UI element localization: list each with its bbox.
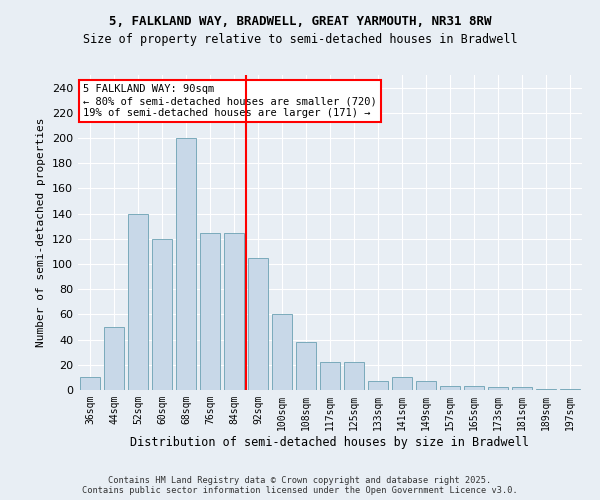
Bar	[248, 258, 268, 390]
Text: Contains HM Land Registry data © Crown copyright and database right 2025.
Contai: Contains HM Land Registry data © Crown c…	[82, 476, 518, 495]
Bar	[80, 378, 100, 390]
Bar	[344, 362, 364, 390]
Bar	[128, 214, 148, 390]
Bar	[200, 232, 220, 390]
Bar	[536, 388, 556, 390]
Bar	[440, 386, 460, 390]
Bar	[512, 388, 532, 390]
Bar	[320, 362, 340, 390]
Bar	[392, 378, 412, 390]
Y-axis label: Number of semi-detached properties: Number of semi-detached properties	[37, 118, 46, 347]
Bar	[272, 314, 292, 390]
Bar	[488, 388, 508, 390]
Text: 5, FALKLAND WAY, BRADWELL, GREAT YARMOUTH, NR31 8RW: 5, FALKLAND WAY, BRADWELL, GREAT YARMOUT…	[109, 15, 491, 28]
Bar	[464, 386, 484, 390]
Bar	[560, 388, 580, 390]
Bar	[368, 381, 388, 390]
Bar	[224, 232, 244, 390]
Text: 5 FALKLAND WAY: 90sqm
← 80% of semi-detached houses are smaller (720)
19% of sem: 5 FALKLAND WAY: 90sqm ← 80% of semi-deta…	[83, 84, 377, 117]
Bar	[416, 381, 436, 390]
Text: Size of property relative to semi-detached houses in Bradwell: Size of property relative to semi-detach…	[83, 32, 517, 46]
Bar	[176, 138, 196, 390]
Bar	[152, 239, 172, 390]
Bar	[104, 327, 124, 390]
Bar	[296, 342, 316, 390]
X-axis label: Distribution of semi-detached houses by size in Bradwell: Distribution of semi-detached houses by …	[131, 436, 530, 448]
